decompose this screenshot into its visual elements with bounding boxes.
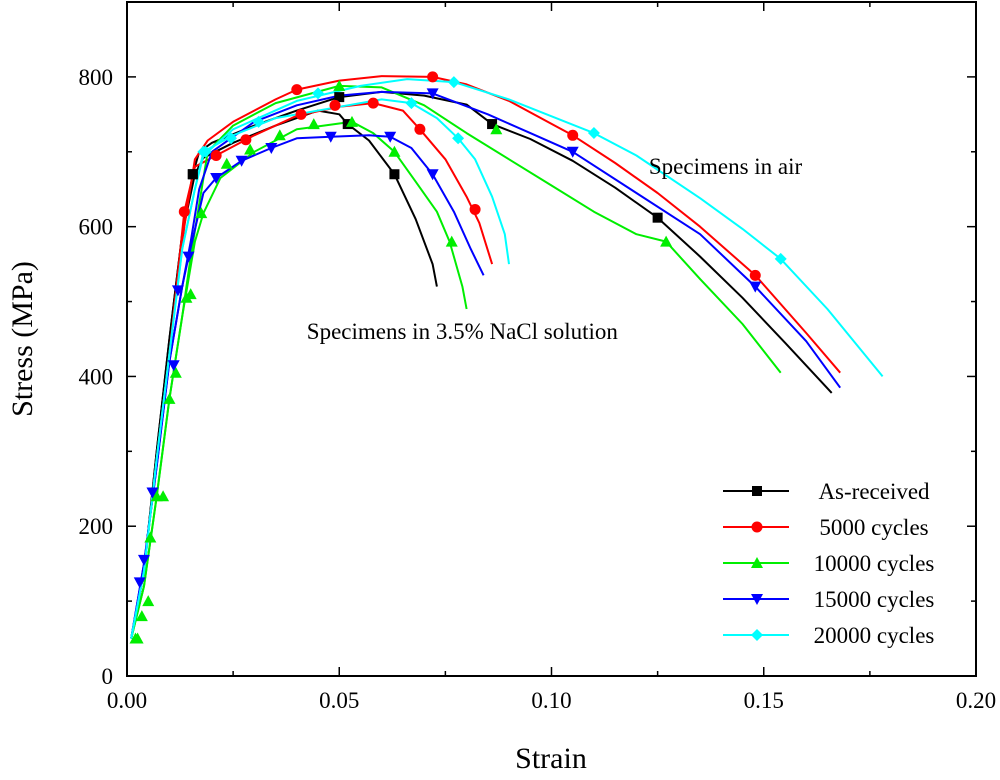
annotation-nacl: Specimens in 3.5% NaCl solution (307, 319, 619, 344)
x-tick-label: 0.10 (531, 688, 571, 713)
x-tick-label: 0.20 (956, 688, 996, 713)
legend-marker-4 (751, 629, 763, 641)
data-point-1-nacl (240, 134, 252, 146)
legend-label-0: As-received (818, 479, 930, 504)
series-line-2-nacl (130, 120, 468, 639)
data-point-2-air (490, 123, 503, 135)
data-point-3-nacl (426, 169, 439, 181)
data-point-2-nacl (135, 610, 148, 622)
data-point-3-air (749, 281, 762, 293)
data-point-3-nacl (146, 487, 159, 499)
data-point-4-air (587, 127, 600, 140)
data-point-3-air (566, 146, 579, 158)
series-line-4-nacl (130, 98, 510, 639)
legend-label-3: 15000 cycles (814, 587, 935, 612)
data-point-3-nacl (210, 172, 223, 184)
data-point-2-nacl (388, 145, 401, 157)
data-point-0-nacl (389, 169, 400, 180)
data-point-2-nacl (129, 632, 142, 644)
data-point-1-nacl (367, 97, 379, 109)
data-point-3-air (171, 285, 184, 297)
data-point-3-nacl (182, 251, 195, 263)
data-point-2-nacl (244, 143, 257, 155)
data-point-1-nacl (329, 99, 341, 111)
data-point-0-air (652, 212, 663, 223)
data-point-3-nacl (265, 143, 278, 155)
data-point-3-nacl (137, 554, 150, 566)
data-point-2-nacl (169, 366, 182, 378)
x-tick-label: 0.15 (744, 688, 784, 713)
data-point-2-nacl (445, 235, 458, 247)
data-point-1-nacl (414, 123, 426, 135)
data-point-2-nacl (184, 288, 197, 300)
y-tick-label: 200 (79, 514, 114, 539)
data-point-1-air (178, 206, 190, 218)
data-point-4-nacl (225, 132, 238, 145)
data-point-2-nacl (220, 157, 233, 169)
data-point-4-nacl (405, 97, 418, 110)
data-point-1-nacl (469, 203, 481, 215)
data-point-4-nacl (312, 87, 325, 100)
ticks-layer: 0.00 0.05 0.10 0.15 0.20 0 200 400 600 800 (79, 2, 996, 713)
y-axis-title: Stress (MPa) (6, 261, 39, 417)
data-point-2-nacl (144, 531, 157, 543)
x-tick-label: 0.05 (319, 688, 359, 713)
y-tick-label: 800 (79, 65, 114, 90)
data-point-2-air (660, 235, 673, 247)
data-point-3-nacl (235, 155, 248, 167)
legend-marker-0 (752, 486, 762, 496)
markers-layer (129, 71, 787, 644)
data-point-3-nacl (167, 360, 180, 372)
legend-label-1: 5000 cycles (819, 515, 928, 540)
data-point-2-nacl (195, 207, 208, 219)
data-point-4-nacl (252, 115, 265, 128)
legend-label-2: 10000 cycles (814, 551, 935, 576)
data-point-2-nacl (157, 490, 170, 502)
data-point-1-nacl (210, 150, 222, 162)
y-tick-label: 600 (79, 215, 114, 240)
data-point-1-air (567, 129, 579, 141)
data-point-4-air (447, 76, 460, 89)
data-point-2-air (163, 392, 176, 404)
y-tick-label: 400 (79, 364, 114, 389)
data-point-2-nacl (307, 118, 320, 130)
legend-marker-2 (751, 557, 763, 568)
data-point-2-nacl (273, 129, 286, 141)
x-tick-label: 0.00 (107, 688, 147, 713)
data-point-3-nacl (133, 577, 146, 589)
data-point-4-nacl (199, 145, 212, 158)
data-point-2-air (142, 595, 155, 607)
data-point-1-air (291, 84, 303, 96)
legend-marker-1 (751, 521, 763, 533)
y-tick-label: 0 (102, 664, 114, 689)
data-point-3-air (426, 88, 439, 100)
data-point-0-air (334, 92, 345, 103)
annotation-air: Specimens in air (649, 154, 803, 179)
data-point-1-air (427, 71, 439, 83)
data-point-1-nacl (295, 108, 307, 120)
data-point-3-nacl (324, 131, 337, 143)
data-point-0-nacl (187, 169, 198, 180)
data-point-2-air (333, 79, 346, 91)
data-point-1-air (749, 269, 761, 281)
data-point-3-nacl (384, 131, 397, 143)
data-point-4-air (774, 252, 787, 265)
x-axis-title: Strain (515, 742, 587, 775)
legend: As-received 5000 cycles 10000 cycles 15000 … (723, 479, 934, 648)
legend-label-4: 20000 cycles (814, 623, 935, 648)
data-point-4-nacl (452, 132, 465, 145)
data-point-0-air (487, 119, 498, 130)
data-point-2-nacl (345, 115, 358, 127)
legend-marker-3 (751, 594, 763, 605)
